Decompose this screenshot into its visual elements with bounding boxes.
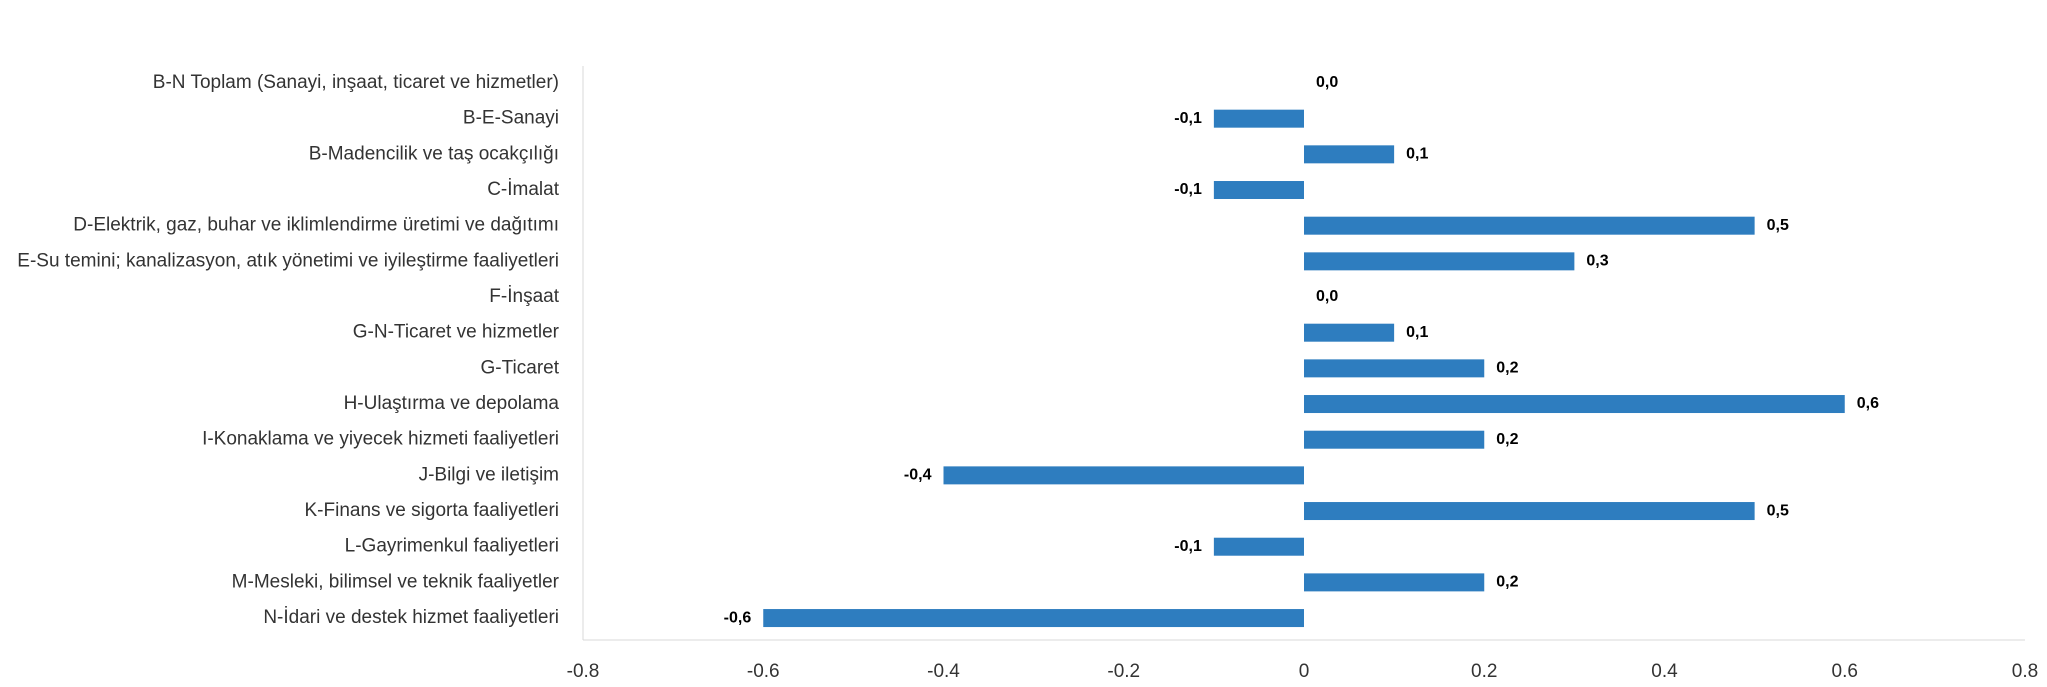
data-label: -0,6	[724, 609, 752, 626]
data-label: 0,2	[1496, 431, 1518, 448]
data-label: 0,0	[1316, 74, 1338, 91]
bar	[1213, 537, 1304, 556]
data-label: 0,3	[1586, 253, 1608, 270]
data-label: 0,1	[1406, 146, 1428, 163]
category-label: B-E-Sanayi	[463, 108, 559, 129]
category-label: J-Bilgi ve iletişim	[419, 464, 559, 485]
bar	[1213, 109, 1304, 128]
x-tick-label: -0.2	[1107, 661, 1140, 682]
x-tick-label: -0.4	[927, 661, 960, 682]
bar	[763, 609, 1304, 628]
x-tick-label: 0.4	[1651, 661, 1678, 682]
category-label: L-Gayrimenkul faaliyetleri	[345, 536, 559, 557]
category-label: K-Finans ve sigorta faaliyetleri	[305, 500, 560, 521]
category-label: I-Konaklama ve yiyecek hizmeti faaliyetl…	[202, 429, 559, 450]
bar	[1304, 573, 1485, 592]
bar	[1213, 181, 1304, 200]
category-label: E-Su temini; kanalizasyon, atık yönetimi…	[17, 250, 559, 271]
data-label: 0,6	[1857, 395, 1879, 412]
category-label: B-Madencilik ve taş ocakçılığı	[309, 143, 559, 164]
data-label: 0,2	[1496, 574, 1518, 591]
category-label: N-İdari ve destek hizmet faaliyetleri	[263, 607, 559, 628]
data-label: 0,0	[1316, 288, 1338, 305]
category-label: C-İmalat	[487, 179, 560, 200]
data-label: -0,1	[1174, 110, 1202, 127]
bar	[1304, 359, 1485, 378]
bar	[1304, 502, 1755, 521]
x-tick-label: 0	[1299, 661, 1310, 682]
data-label: 0,2	[1496, 360, 1518, 377]
bar	[1304, 145, 1395, 164]
x-tick-labels: -0.8 -0.6 -0.4 -0.2 0 0.2 0.4 0.6 0.8	[567, 661, 2039, 682]
data-label: -0,1	[1174, 181, 1202, 198]
x-tick-label: 0.6	[1832, 661, 1858, 682]
bar	[1304, 430, 1485, 449]
x-tick-label: 0.2	[1471, 661, 1497, 682]
x-tick-label: -0.8	[567, 661, 600, 682]
data-label: -0,1	[1174, 538, 1202, 555]
x-tick-label: 0.8	[2012, 661, 2038, 682]
category-label: M-Mesleki, bilimsel ve teknik faaliyetle…	[232, 571, 560, 592]
data-labels: 0,0 -0,1 0,1 -0,1 0,5 0,3 0,0 0,1 0,2 0,6 0,2 -0,4 0…	[724, 74, 1879, 626]
category-labels: B-N Toplam (Sanayi, inşaat, ticaret ve h…	[17, 72, 559, 628]
bar	[1304, 216, 1755, 235]
bars	[763, 109, 1845, 628]
bar	[943, 466, 1304, 485]
data-label: 0,5	[1767, 502, 1789, 519]
bar	[1304, 395, 1845, 414]
category-label: G-N-Ticaret ve hizmetler	[353, 322, 560, 343]
data-label: 0,1	[1406, 324, 1428, 341]
category-label: B-N Toplam (Sanayi, inşaat, ticaret ve h…	[153, 72, 559, 93]
category-label: F-İnşaat	[489, 286, 559, 307]
data-label: 0,5	[1767, 217, 1789, 234]
x-tick-label: -0.6	[747, 661, 780, 682]
category-label: G-Ticaret	[481, 357, 560, 378]
data-label: -0,4	[904, 467, 932, 484]
category-label: D-Elektrik, gaz, buhar ve iklimlendirme …	[73, 215, 559, 236]
category-label: H-Ulaştırma ve depolama	[344, 393, 560, 414]
bar	[1304, 323, 1395, 342]
bar	[1304, 252, 1575, 271]
